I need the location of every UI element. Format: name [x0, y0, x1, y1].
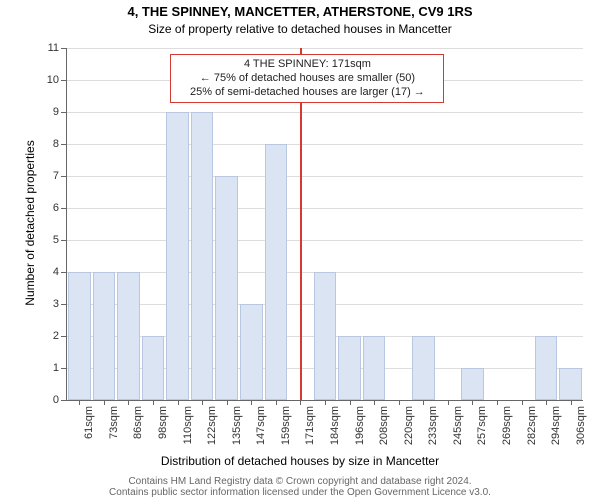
- bar: [68, 272, 91, 400]
- x-tick: [350, 400, 351, 405]
- y-tick-label: 10: [47, 74, 67, 86]
- bar: [191, 112, 214, 400]
- bar: [412, 336, 435, 400]
- y-tick-label: 0: [53, 394, 67, 406]
- x-tick: [399, 400, 400, 405]
- x-tick-label: 282sqm: [526, 406, 538, 445]
- y-tick-label: 3: [53, 298, 67, 310]
- bar: [215, 176, 238, 400]
- x-tick-label: 220sqm: [403, 406, 415, 445]
- x-tick: [571, 400, 572, 405]
- bar: [166, 112, 189, 400]
- page-subtitle: Size of property relative to detached ho…: [0, 22, 600, 36]
- y-tick-label: 11: [48, 42, 67, 54]
- bar: [142, 336, 165, 400]
- x-tick-label: 159sqm: [280, 406, 292, 445]
- x-tick: [497, 400, 498, 405]
- y-tick-label: 2: [53, 330, 67, 342]
- bar: [338, 336, 361, 400]
- page-title: 4, THE SPINNEY, MANCETTER, ATHERSTONE, C…: [0, 4, 600, 19]
- x-tick-label: 73sqm: [108, 406, 120, 439]
- y-tick-label: 6: [53, 202, 67, 214]
- annotation-line: ← 75% of detached houses are smaller (50…: [177, 72, 437, 86]
- x-tick-label: 98sqm: [157, 406, 169, 439]
- x-tick-label: 294sqm: [550, 406, 562, 445]
- x-tick-label: 196sqm: [354, 406, 366, 445]
- x-tick: [153, 400, 154, 405]
- x-tick: [546, 400, 547, 405]
- x-tick-label: 233sqm: [427, 406, 439, 445]
- x-tick: [202, 400, 203, 405]
- x-tick: [448, 400, 449, 405]
- footer-line-2: Contains public sector information licen…: [0, 487, 600, 498]
- y-tick-label: 9: [53, 106, 67, 118]
- x-tick-label: 245sqm: [452, 406, 464, 445]
- bar: [93, 272, 116, 400]
- footer-attribution: Contains HM Land Registry data © Crown c…: [0, 476, 600, 498]
- y-tick-label: 8: [53, 138, 67, 150]
- x-tick: [472, 400, 473, 405]
- x-tick: [128, 400, 129, 405]
- x-tick-label: 110sqm: [182, 406, 194, 444]
- x-tick-label: 184sqm: [329, 406, 341, 445]
- bar: [117, 272, 140, 400]
- y-tick-label: 7: [53, 170, 67, 182]
- bar: [461, 368, 484, 400]
- x-tick-label: 147sqm: [255, 406, 267, 445]
- grid-line: [67, 240, 583, 241]
- x-tick: [423, 400, 424, 405]
- x-tick-label: 135sqm: [231, 406, 243, 445]
- bar: [240, 304, 263, 400]
- grid-line: [67, 48, 583, 49]
- marker-annotation: 4 THE SPINNEY: 171sqm← 75% of detached h…: [170, 54, 444, 103]
- x-tick-label: 61sqm: [83, 406, 95, 439]
- x-tick: [300, 400, 301, 405]
- x-tick-label: 257sqm: [476, 406, 488, 445]
- grid-line: [67, 208, 583, 209]
- x-axis-title: Distribution of detached houses by size …: [0, 454, 600, 468]
- grid-line: [67, 176, 583, 177]
- bar: [265, 144, 288, 400]
- x-tick-label: 86sqm: [132, 406, 144, 439]
- x-tick: [227, 400, 228, 405]
- x-tick: [374, 400, 375, 405]
- y-tick-label: 5: [53, 234, 67, 246]
- x-tick: [325, 400, 326, 405]
- x-tick: [178, 400, 179, 405]
- annotation-line: 25% of semi-detached houses are larger (…: [177, 86, 437, 100]
- footer-line-1: Contains HM Land Registry data © Crown c…: [0, 476, 600, 487]
- y-tick-label: 4: [53, 266, 67, 278]
- x-tick: [79, 400, 80, 405]
- x-tick: [276, 400, 277, 405]
- x-tick: [104, 400, 105, 405]
- x-tick: [251, 400, 252, 405]
- x-tick-label: 171sqm: [304, 406, 316, 445]
- bar: [363, 336, 386, 400]
- x-tick: [522, 400, 523, 405]
- bar: [535, 336, 558, 400]
- annotation-line: 4 THE SPINNEY: 171sqm: [177, 58, 437, 72]
- y-axis-title: Number of detached properties: [23, 63, 37, 383]
- x-tick-label: 306sqm: [575, 406, 587, 445]
- y-tick-label: 1: [53, 362, 67, 374]
- x-tick-label: 208sqm: [378, 406, 390, 445]
- grid-line: [67, 112, 583, 113]
- bar: [314, 272, 337, 400]
- grid-line: [67, 144, 583, 145]
- x-tick-label: 269sqm: [501, 406, 513, 445]
- chart-plot-area: 0123456789101161sqm73sqm86sqm98sqm110sqm…: [66, 48, 583, 401]
- bar: [559, 368, 582, 400]
- x-tick-label: 122sqm: [206, 406, 218, 445]
